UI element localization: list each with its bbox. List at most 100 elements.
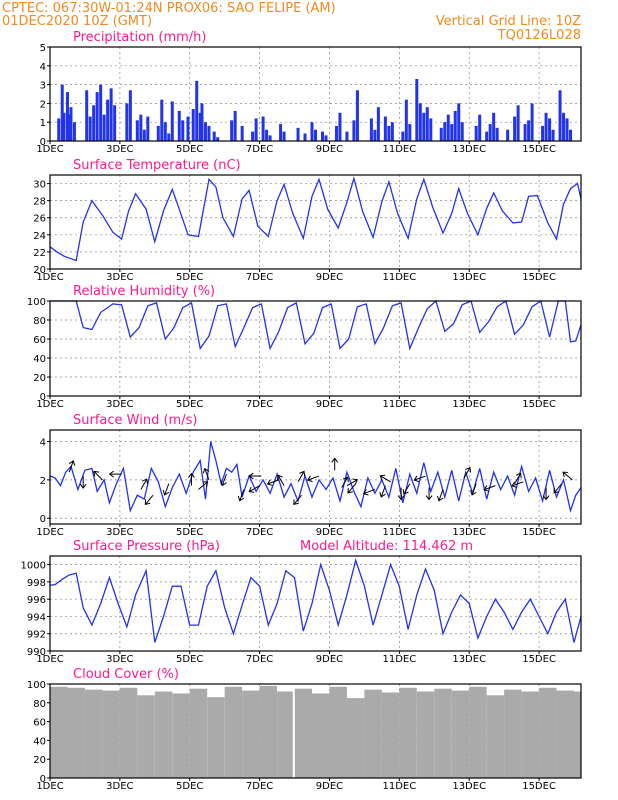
precip-bar (135, 120, 139, 141)
xtick-label-precip: 5DEC (176, 144, 203, 155)
wind-arrow (397, 487, 405, 501)
precip-bar (60, 84, 64, 141)
cloud-bar (521, 691, 540, 778)
precip-bar (376, 107, 380, 141)
cloud-bar (84, 689, 103, 778)
precip-bar (95, 92, 99, 141)
xtick-label-temp: 11DEC (382, 272, 416, 283)
cloud-bar (469, 686, 487, 778)
precip-bar (57, 118, 61, 141)
cloud-bar (102, 690, 120, 778)
wind-arrow (514, 472, 522, 484)
wind-arrow (347, 483, 357, 494)
series-line-wind (49, 441, 582, 513)
xtick-label-temp: 15DEC (522, 272, 556, 283)
series-line-pres (49, 558, 582, 643)
wind-arrow-shaft (438, 489, 444, 501)
ytick-label-wind: 4 (40, 438, 46, 449)
precip-bar (65, 92, 69, 141)
wind-arrow-shaft (553, 483, 563, 494)
xtick-label-wind: 13DEC (452, 527, 486, 538)
wind-arrow-head (379, 474, 386, 481)
xtick-label-temp: 13DEC (452, 272, 486, 283)
frame-precip (49, 46, 582, 142)
cloud-bar (154, 691, 173, 778)
wind-arrow-head (397, 495, 405, 501)
xtick-label-precip: 1DEC (36, 144, 63, 155)
precip-bar (230, 120, 234, 141)
precip-bar (207, 125, 211, 141)
ytick-label-precip: 4 (40, 62, 46, 73)
precip-bar (67, 114, 71, 141)
precip-bar (523, 124, 527, 141)
precip-bar (530, 103, 534, 141)
precip-bar (191, 109, 195, 141)
wind-arrow-head (237, 495, 245, 502)
wind-arrow (362, 488, 376, 496)
wind-arrow-shaft (204, 468, 210, 481)
cloud-bar (381, 692, 400, 778)
header-grid-note: Vertical Grid Line: 10Z (436, 14, 581, 29)
precip-bar (88, 116, 92, 141)
precip-bar (139, 114, 143, 141)
precip-bar (338, 112, 342, 141)
ytick-label-pres: 998 (27, 578, 46, 589)
wind-arrow-head (331, 457, 339, 463)
ytick-label-cloud: 0 (40, 774, 46, 785)
precip-bar (415, 78, 419, 141)
precip-bar (443, 122, 447, 141)
xtick-label-rh: 7DEC (246, 399, 273, 410)
wind-arrow (162, 483, 170, 496)
ytick-label-cloud: 20 (33, 755, 46, 766)
precip-bar (170, 101, 174, 141)
xtick-label-pres: 3DEC (106, 654, 133, 665)
ytick-label-cloud: 60 (33, 718, 46, 729)
wind-arrow-head (436, 495, 444, 502)
xtick-label-precip: 15DEC (522, 144, 556, 155)
wind-arrow (341, 476, 349, 488)
cloud-bar (574, 691, 581, 778)
precip-bar (352, 120, 356, 141)
frame-pres (49, 555, 582, 652)
wind-arrow (297, 470, 306, 483)
cloud-bar (207, 697, 225, 778)
precip-bar (404, 99, 408, 141)
frame-temp (49, 174, 582, 270)
precip-bar (369, 118, 373, 141)
precip-bar (282, 131, 286, 141)
wind-arrow (93, 470, 103, 481)
ytick-label-wind: 0 (40, 514, 46, 525)
precip-bar (195, 80, 199, 141)
precip-bar (109, 88, 113, 141)
wind-arrow (248, 485, 260, 493)
precip-bar (390, 122, 394, 141)
header-model-id: TQ0126L028 (497, 28, 581, 43)
precip-bar (446, 114, 450, 141)
xtick-label-cloud: 1DEC (36, 781, 63, 792)
cloud-bar (189, 688, 208, 778)
xtick-label-rh: 15DEC (522, 399, 556, 410)
precip-bar (355, 90, 359, 141)
wind-arrow-shaft (164, 483, 170, 496)
xtick-label-pres: 9DEC (316, 654, 343, 665)
precip-bar (106, 99, 110, 141)
wind-arrow (553, 483, 563, 494)
precip-bar (163, 122, 167, 141)
xtick-label-pres: 13DEC (452, 654, 486, 665)
precip-bar (474, 125, 478, 141)
precip-bar (160, 99, 164, 141)
xtick-label-temp: 5DEC (176, 272, 203, 283)
xtick-label-rh: 13DEC (452, 399, 486, 410)
precip-bar (177, 110, 181, 141)
xtick-label-precip: 13DEC (452, 144, 486, 155)
cloud-bar (434, 688, 452, 778)
xtick-label-wind: 9DEC (316, 527, 343, 538)
wind-arrow (562, 471, 573, 481)
wind-arrow-head (202, 481, 209, 487)
precip-bar (186, 116, 190, 141)
precip-bar (142, 129, 146, 141)
xtick-label-pres: 7DEC (246, 654, 273, 665)
precip-bar (233, 110, 237, 141)
precip-bar (558, 90, 562, 141)
precip-bar (506, 129, 510, 141)
